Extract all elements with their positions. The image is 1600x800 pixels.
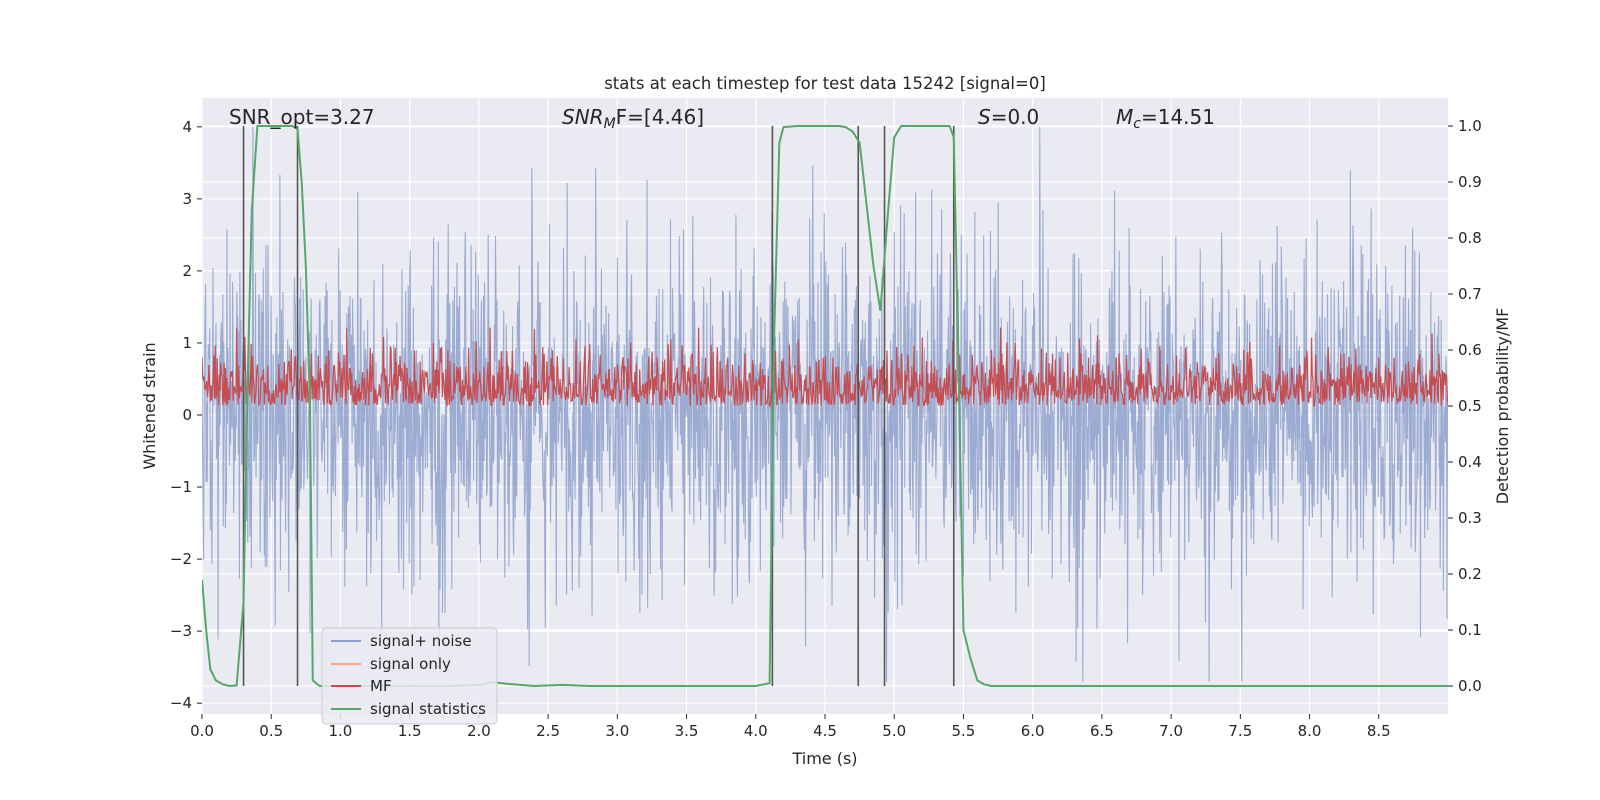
x-tick-label: 3.0 [605,722,629,740]
x-tick-label: 4.0 [744,722,768,740]
y-left-tick-label: 0 [182,406,192,424]
y-left-tick-label: 2 [182,262,192,280]
legend-label-signal-only: signal only [370,655,451,673]
x-tick-label: 6.0 [1021,722,1045,740]
y-axis-right-ticks: 1.0 0.9 0.8 0.7 0.6 0.5 0.4 0.3 0.2 0.1 0.0 [1448,117,1482,695]
y-right-tick-label: 0.6 [1458,341,1482,359]
y-left-tick-label: −2 [170,550,192,568]
y-right-tick-label: 0.1 [1458,621,1482,639]
legend-box [321,627,498,725]
y-right-tick-label: 0.4 [1458,453,1482,471]
y-axis-left-ticks: 4 3 2 1 0 −1 −2 −3 −4 [170,118,202,712]
x-tick-label: 4.5 [813,722,837,740]
y-right-tick-label: 1.0 [1458,117,1482,135]
detection-vertical-lines [242,126,955,686]
x-tick-label: 3.5 [675,722,699,740]
y-right-tick-label: 0.5 [1458,397,1482,415]
chart-title: stats at each timestep for test data 152… [604,74,1046,93]
x-axis-label: Time (s) [791,749,857,768]
x-axis-ticks: 0.0 0.5 1.0 1.5 2.0 2.5 3.0 3.5 4.0 4.5 5.0 5.5 6.0 6… [190,714,1391,740]
x-tick-label: 2.0 [467,722,491,740]
annotation-mc: Mc=14.51 [1116,105,1215,132]
y-axis-left-label: Whitened strain [140,342,159,469]
x-tick-label: 1.0 [329,722,353,740]
x-tick-label: 6.5 [1090,722,1114,740]
y-left-tick-label: −3 [170,622,192,640]
x-tick-label: 1.5 [398,722,422,740]
signal-statistics-series [202,125,1448,688]
y-right-tick-label: 0.9 [1458,173,1482,191]
legend: signal+ noise signal only MF signal stat… [321,627,498,725]
mf-series [202,327,1448,408]
legend-label-signal-statistics: signal statistics [370,700,486,718]
x-tick-label: 5.0 [882,722,906,740]
y-right-tick-label: 0.8 [1458,229,1482,247]
y-right-tick-label: 0.2 [1458,565,1482,583]
legend-label-mf: MF [370,677,392,695]
annotation-snr-opt: SNR_opt=3.27 [229,105,375,129]
y-left-tick-label: 3 [182,190,192,208]
y-right-tick-label: 0.7 [1458,285,1482,303]
x-tick-label: 8.0 [1298,722,1322,740]
x-tick-label: 2.5 [536,722,560,740]
y-left-tick-label: 4 [182,118,192,136]
y-right-tick-label: 0.0 [1458,677,1482,695]
legend-label-signal-noise: signal+ noise [370,632,472,650]
y-axis-right-label: Detection probability/MF [1493,308,1512,505]
signal-statistics-line [202,125,1448,688]
x-tick-label: 0.0 [190,722,214,740]
x-tick-label: 5.5 [952,722,976,740]
y-left-tick-label: −1 [170,478,192,496]
y-right-tick-label: 0.3 [1458,509,1482,527]
y-left-tick-label: 1 [182,334,192,352]
x-tick-label: 7.0 [1159,722,1183,740]
annotation-snr-mf: SNRMF=[4.46] [562,105,704,132]
x-tick-label: 7.5 [1228,722,1252,740]
mf-line [202,327,1448,408]
y-left-tick-label: −4 [170,694,192,712]
annotation-s: S=0.0 [978,105,1039,129]
x-tick-label: 0.5 [259,722,283,740]
x-tick-label: 8.5 [1367,722,1391,740]
